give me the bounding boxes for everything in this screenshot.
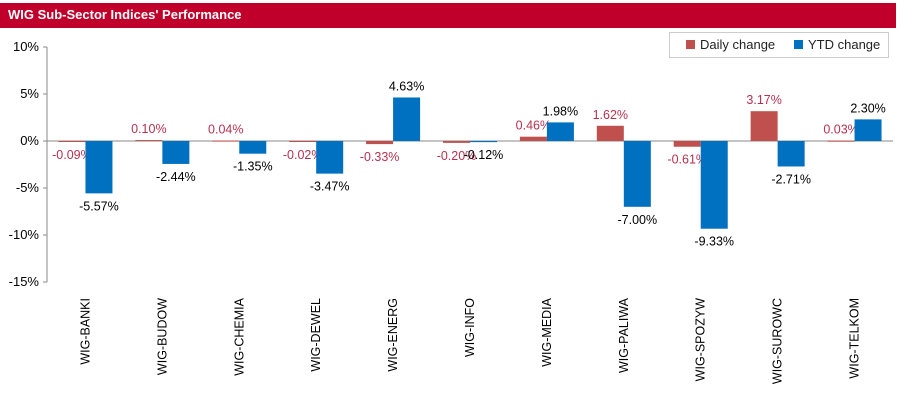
chart-title: WIG Sub-Sector Indices' Performance [8,7,242,22]
x-tick-label: WIG-MEDIA [540,297,554,366]
x-tick-label: WIG-BANKI [78,298,92,365]
data-label-daily: -0.20% [437,149,477,163]
x-tick-label: WIG-PALIWA [617,297,631,373]
y-tick-label: -15% [9,274,40,289]
y-tick-label: -5% [16,180,40,195]
data-label-daily: 0.04% [208,123,243,137]
x-tick-label: WIG-SUROWC [771,298,785,384]
bar-daily [212,140,240,142]
bar-daily [519,136,547,141]
bar-daily [596,125,624,141]
bar-ytd [316,141,344,174]
bar-ytd [239,141,267,154]
y-tick-label: 10% [13,39,39,54]
bar-daily [289,141,317,142]
bar-daily [443,141,470,143]
bar-daily [827,140,855,142]
bar-ytd [85,141,113,194]
bar-daily [366,141,394,145]
bar-ytd [623,141,651,207]
data-label-daily: 0.03% [823,123,858,137]
bar-daily [673,141,701,147]
bar-ytd [162,141,190,164]
data-label-daily: 0.10% [131,122,166,136]
legend-label-daily: Daily change [700,37,776,52]
legend-item-daily: Daily change [686,37,775,52]
chart-legend: Daily change YTD change [669,32,889,58]
data-label-ytd: -9.33% [694,235,734,249]
bar-daily [750,111,778,141]
x-tick-label: WIG-TELKOM [848,298,862,379]
data-label-daily: 0.46% [516,119,551,133]
legend-label-ytd: YTD change [808,37,881,52]
data-label-ytd: -1.35% [233,160,273,174]
x-tick-label: WIG-INFO [463,298,477,357]
title-bar: WIG Sub-Sector Indices' Performance [0,3,896,28]
data-label-daily: 1.62% [593,108,628,122]
bar-ytd [393,97,421,141]
data-label-ytd: 2.30% [850,101,885,115]
data-label-daily: -0.09% [52,148,92,162]
x-tick-label: WIG-ENERG [386,298,400,372]
x-tick-label: WIG-BUDOW [155,298,169,375]
data-label-ytd: -2.71% [771,172,811,186]
y-tick-label: 0% [20,133,39,148]
data-label-ytd: 1.98% [543,104,578,118]
x-tick-label: WIG-SPOZYW [694,298,708,382]
bar-ytd [700,141,728,229]
data-label-ytd: -5.57% [79,199,119,213]
x-tick-label: WIG-DEWEL [309,298,323,372]
legend-item-ytd: YTD change [794,37,880,52]
y-tick-label: 5% [20,86,39,101]
data-label-ytd: -3.47% [310,180,350,194]
data-label-ytd: -2.44% [156,170,196,184]
bar-ytd [470,141,497,143]
bar-ytd [546,122,574,141]
bar-daily [58,141,86,142]
x-tick-label: WIG-CHEMIA [232,297,246,375]
data-label-daily: 3.17% [746,93,781,107]
data-label-daily: -0.61% [667,153,707,167]
bar-daily [135,140,163,142]
y-tick-label: -10% [9,227,40,242]
data-label-ytd: -0.12% [464,148,504,162]
bar-ytd [854,119,882,141]
data-label-daily: -0.33% [360,150,400,164]
data-label-ytd: -7.00% [618,213,658,227]
legend-swatch-ytd [794,40,803,49]
legend-swatch-daily [686,40,695,49]
bar-ytd [777,141,805,167]
data-label-daily: -0.02% [283,148,323,162]
data-label-ytd: 4.63% [389,79,424,93]
